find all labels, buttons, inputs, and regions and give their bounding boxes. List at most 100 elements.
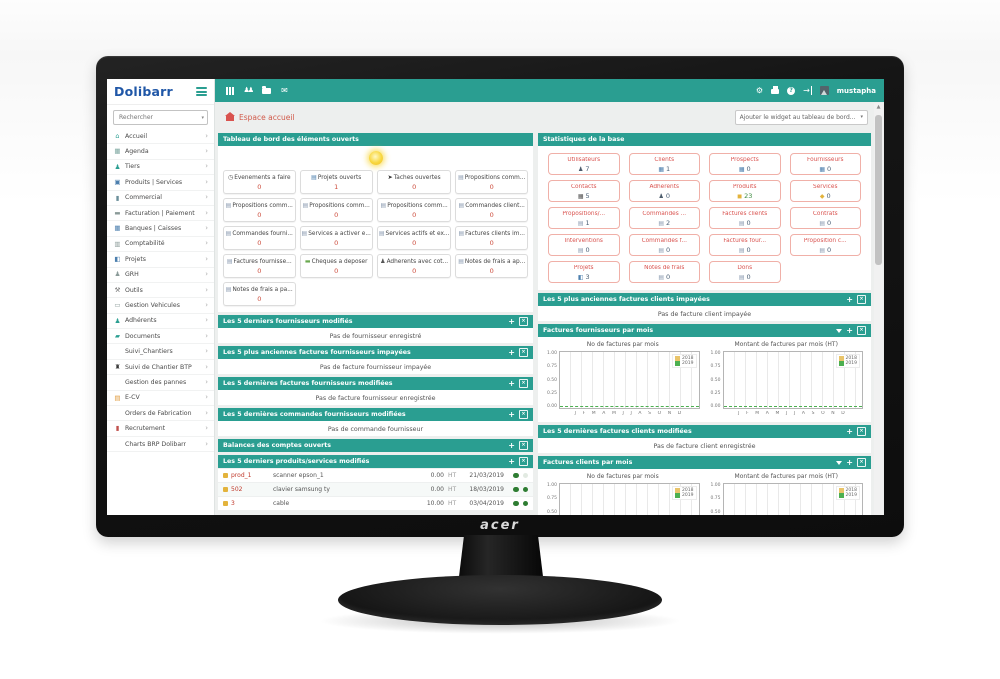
- mail-icon[interactable]: ✉: [281, 85, 288, 95]
- username[interactable]: mustapha: [836, 86, 876, 95]
- sidebar-item-suivi-chantier-btp[interactable]: ♜ Suivi de Chantier BTP ›: [107, 360, 214, 376]
- widget-evenements[interactable]: ◷Evenements a faire 0: [223, 170, 296, 194]
- stat-commandes-fournisseurs[interactable]: Commandes f... ▤ 0: [628, 234, 700, 256]
- sidebar-item-agenda[interactable]: ▦ Agenda ›: [107, 144, 214, 160]
- stat-clients[interactable]: Clients ▦ 1: [628, 153, 700, 175]
- stat-commandes[interactable]: Commandes ... ▤ 2: [628, 207, 700, 229]
- stat-contrats[interactable]: Contrats ▤ 0: [789, 207, 861, 229]
- add-widget-dropdown[interactable]: Ajouter le widget au tableau de bord... …: [734, 109, 868, 125]
- close-icon[interactable]: [857, 295, 866, 304]
- close-icon[interactable]: [519, 317, 528, 326]
- stat-notes-de-frais[interactable]: Notes de frais ▤ 0: [628, 261, 700, 283]
- plus-icon[interactable]: [846, 428, 853, 436]
- close-icon[interactable]: [519, 441, 528, 450]
- widget-taches-ouvertes[interactable]: ➤Taches ouvertes 0: [376, 170, 452, 194]
- widget-propositions[interactable]: ▤Propositions comm... 0: [376, 198, 452, 222]
- stat-contacts[interactable]: Contacts ▦ 5: [548, 180, 620, 202]
- stat-propositions-commerciales[interactable]: Proposition c... ▤ 0: [789, 234, 861, 256]
- settings-gear-icon[interactable]: ⚙: [755, 85, 764, 95]
- sidebar-item-comptabilite[interactable]: ▥ Comptabilité ›: [107, 237, 214, 253]
- sidebar-item-orders-fabrication[interactable]: Orders de Fabrication ›: [107, 406, 214, 422]
- widget-propositions[interactable]: ▤Propositions comm... 0: [223, 198, 296, 222]
- stat-fournisseurs[interactable]: Fournisseurs ▦ 0: [789, 153, 861, 175]
- stat-prospects[interactable]: Prospects ▦ 0: [709, 153, 781, 175]
- sidebar-item-outils[interactable]: ⚒ Outils ›: [107, 283, 214, 299]
- plus-icon[interactable]: [508, 442, 515, 450]
- widget-cheques[interactable]: ▬Cheques a deposer 0: [299, 254, 373, 278]
- search-input[interactable]: [117, 113, 202, 122]
- close-icon[interactable]: [519, 348, 528, 357]
- widget-services-actifs[interactable]: ▤Services actifs et ex... 0: [376, 226, 452, 250]
- print-icon[interactable]: [771, 86, 780, 94]
- plus-icon[interactable]: [846, 296, 853, 304]
- sidebar-item-ecv[interactable]: ▤ E-CV ›: [107, 391, 214, 407]
- product-ref-link[interactable]: 502: [231, 486, 243, 493]
- sidebar-item-documents[interactable]: ▰ Documents ›: [107, 329, 214, 345]
- sidebar-item-gestion-pannes[interactable]: Gestion des pannes ›: [107, 375, 214, 391]
- stat-propositions[interactable]: Propositions/... ▤ 1: [548, 207, 620, 229]
- users-icon[interactable]: ♟♟: [243, 86, 254, 94]
- sidebar-search[interactable]: ▾: [113, 110, 208, 125]
- close-icon[interactable]: [519, 457, 528, 466]
- widget-projets-ouverts[interactable]: ▤Projets ouverts 1: [299, 170, 373, 194]
- plus-icon[interactable]: [508, 318, 515, 326]
- sidebar-item-tiers[interactable]: ♟ Tiers ›: [107, 160, 214, 176]
- widget-factures-clients[interactable]: ▤Factures clients im... 0: [455, 226, 528, 250]
- stat-services[interactable]: Services ◆ 0: [789, 180, 861, 202]
- widget-adherents[interactable]: ♟Adherents avec cot... 0: [376, 254, 452, 278]
- sidebar-item-projets[interactable]: ◧ Projets ›: [107, 252, 214, 268]
- scrollbar-thumb[interactable]: [875, 115, 882, 265]
- plus-icon[interactable]: [846, 327, 853, 335]
- table-row[interactable]: 3 cable 10.00 HT 03/04/2019: [218, 496, 533, 510]
- widget-notes-frais-approuver[interactable]: ▤Notes de frais a ap... 0: [455, 254, 528, 278]
- user-avatar[interactable]: [819, 86, 829, 95]
- stat-projets[interactable]: Projets ◧ 3: [548, 261, 620, 283]
- close-icon[interactable]: [857, 458, 866, 467]
- stat-adherents[interactable]: Adhérents ♟ 0: [628, 180, 700, 202]
- scrollbar[interactable]: ▲: [874, 103, 883, 515]
- plus-icon[interactable]: [508, 411, 515, 419]
- sidebar-item-produits-services[interactable]: ▣ Produits | Services ›: [107, 175, 214, 191]
- sidebar-item-commercial[interactable]: ▮ Commercial ›: [107, 191, 214, 206]
- logout-icon[interactable]: →: [803, 86, 812, 95]
- plus-icon[interactable]: [508, 349, 515, 357]
- scroll-up-icon[interactable]: ▲: [876, 104, 881, 110]
- help-icon[interactable]: [787, 86, 796, 95]
- stat-factures-fournisseurs[interactable]: Factures four... ▤ 0: [709, 234, 781, 256]
- product-ref-link[interactable]: 3: [231, 500, 235, 507]
- close-icon[interactable]: [857, 326, 866, 335]
- stat-interventions[interactable]: Interventions ▤ 0: [548, 234, 620, 256]
- plus-icon[interactable]: [508, 458, 515, 466]
- product-ref-link[interactable]: prod_1: [231, 472, 252, 479]
- widget-propositions[interactable]: ▤Propositions comm... 0: [455, 170, 528, 194]
- widget-propositions[interactable]: ▤Propositions comm... 0: [299, 198, 373, 222]
- close-icon[interactable]: [519, 379, 528, 388]
- close-icon[interactable]: [519, 410, 528, 419]
- widget-factures-fournisseurs[interactable]: ▤Factures fournisse... 0: [223, 254, 296, 278]
- sidebar-item-gestion-vehicules[interactable]: ▭ Gestion Vehicules ›: [107, 298, 214, 314]
- folder-icon[interactable]: [262, 85, 272, 94]
- widget-notes-frais-payer[interactable]: ▤Notes de frais a pa... 0: [223, 282, 296, 306]
- widget-commandes-fournisseurs[interactable]: ▤Commandes fourni... 0: [223, 226, 296, 250]
- plus-icon[interactable]: [846, 459, 853, 467]
- sidebar-item-banques[interactable]: ▦ Banques | Caisses ›: [107, 221, 214, 237]
- widget-commandes-clients[interactable]: ▤Commandes client... 0: [455, 198, 528, 222]
- sidebar-item-charts-brp[interactable]: Charts BRP Dolibarr ›: [107, 437, 214, 453]
- sidebar-item-facturation[interactable]: ▬ Facturation | Paiement ›: [107, 206, 214, 222]
- stat-factures-clients[interactable]: Factures clients ▤ 0: [709, 207, 781, 229]
- sidebar-item-adherents[interactable]: ♟ Adhérents ›: [107, 314, 214, 330]
- close-icon[interactable]: [857, 427, 866, 436]
- table-row[interactable]: 502 clavier samsung ty 0.00 HT 18/03/201…: [218, 482, 533, 496]
- columns-icon[interactable]: [226, 86, 234, 95]
- plus-icon[interactable]: [508, 380, 515, 388]
- filter-icon[interactable]: [836, 328, 843, 333]
- sidebar-item-suivi-chantiers[interactable]: Suivi_Chantiers ›: [107, 344, 214, 360]
- stat-dons[interactable]: Dons ▤ 0: [709, 261, 781, 283]
- sidebar-item-grh[interactable]: ♟ GRH ›: [107, 268, 214, 283]
- filter-icon[interactable]: [836, 460, 843, 465]
- sidebar-item-recrutement[interactable]: ▮ Recrutement ›: [107, 421, 214, 437]
- stat-utilisateurs[interactable]: Utilisateurs ♟ 7: [548, 153, 620, 175]
- hamburger-menu-icon[interactable]: [196, 87, 207, 96]
- widget-services-activer[interactable]: ▤Services a activer e... 0: [299, 226, 373, 250]
- stat-produits[interactable]: Produits ◼ 23: [709, 180, 781, 202]
